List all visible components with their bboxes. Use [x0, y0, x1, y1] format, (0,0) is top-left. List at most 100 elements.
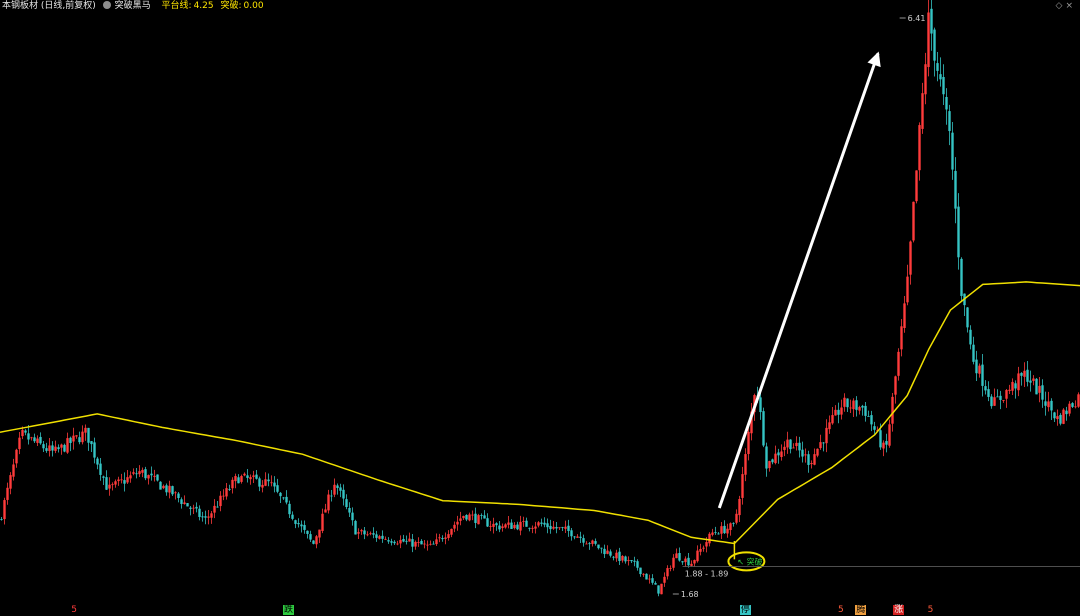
- candle-body: [48, 445, 51, 452]
- trend-arrow-head: [867, 51, 881, 68]
- breakout-label: 突破:: [220, 1, 242, 11]
- candle-body: [810, 463, 813, 465]
- candle-body: [648, 578, 651, 580]
- candle-body: [879, 430, 882, 448]
- candle-body: [612, 556, 615, 558]
- candle-body: [903, 303, 906, 328]
- candle-body: [111, 484, 114, 486]
- candle-body: [765, 446, 768, 469]
- candle-body: [828, 422, 831, 430]
- signal-badge[interactable]: 5: [927, 605, 934, 615]
- signal-badge[interactable]: 腾: [855, 605, 867, 615]
- candle-body: [675, 553, 678, 559]
- candle-body: [489, 525, 492, 527]
- candle-body: [738, 498, 741, 516]
- candle-body: [333, 484, 336, 495]
- candle-body: [492, 523, 495, 527]
- candle-body: [654, 583, 657, 585]
- candle-body: [312, 540, 315, 544]
- signal-badge[interactable]: 停: [739, 605, 751, 615]
- candle-body: [192, 507, 195, 509]
- candle-body: [708, 533, 711, 544]
- candle-body: [429, 543, 432, 545]
- diamond-icon[interactable]: ◇: [1055, 1, 1066, 11]
- candle-body: [378, 536, 381, 539]
- candle-body: [339, 487, 342, 491]
- candle-body: [24, 430, 27, 433]
- candle-body: [666, 568, 669, 577]
- close-icon[interactable]: ×: [1065, 1, 1076, 11]
- candle-body: [486, 518, 489, 527]
- candle-body: [1020, 372, 1023, 376]
- candle-body: [276, 485, 279, 492]
- signal-badge[interactable]: 跌: [282, 605, 294, 615]
- candle-body: [582, 538, 585, 543]
- indicator-settings-icon[interactable]: [102, 1, 111, 9]
- candle-body: [42, 444, 45, 449]
- candle-body: [549, 525, 552, 530]
- candle-body: [555, 527, 558, 529]
- candle-body: [777, 452, 780, 456]
- candle-body: [282, 497, 285, 499]
- candle-body: [450, 528, 453, 535]
- candle-body: [1026, 369, 1029, 382]
- platform-line: [0, 281, 1080, 545]
- candle-body: [165, 485, 168, 493]
- candle-body: [465, 514, 468, 520]
- candle-body: [336, 485, 339, 488]
- candle-body: [720, 526, 723, 534]
- candle-body: [78, 437, 81, 443]
- candle-body: [849, 407, 852, 409]
- candle-body: [816, 448, 819, 456]
- candle-body: [642, 573, 645, 575]
- candle-body: [27, 433, 30, 440]
- candle-body: [663, 576, 666, 583]
- candle-body: [990, 396, 993, 407]
- candle-body: [696, 550, 699, 562]
- candle-body: [609, 551, 612, 556]
- candle-body: [384, 538, 387, 540]
- candle-body: [315, 536, 318, 545]
- candle-body: [291, 514, 294, 519]
- candle-body: [1008, 389, 1011, 391]
- candle-body: [300, 524, 303, 527]
- candle-body: [774, 453, 777, 464]
- candle-body: [129, 475, 132, 479]
- candle-body: [399, 539, 402, 544]
- indicator-label: 突破黑马: [114, 1, 151, 11]
- signal-badge[interactable]: 涨: [893, 605, 905, 615]
- candle-body: [627, 560, 630, 562]
- candle-body: [426, 544, 429, 546]
- candle-body: [501, 526, 504, 529]
- candle-body: [0, 519, 3, 520]
- candle-body: [1068, 403, 1071, 414]
- candle-body: [681, 561, 684, 563]
- candle-body: [759, 397, 762, 413]
- signal-badge[interactable]: 5: [838, 605, 844, 615]
- candle-body: [1059, 414, 1062, 424]
- stock-title[interactable]: 本钢板材 (日线,前复权): [2, 1, 96, 11]
- candle-body: [576, 536, 579, 538]
- candle-body: [411, 539, 414, 547]
- candle-body: [951, 132, 954, 170]
- candle-body: [468, 514, 471, 521]
- candle-body: [123, 480, 126, 484]
- candle-body: [726, 528, 729, 534]
- candle-body: [699, 549, 702, 552]
- candle-body: [99, 463, 102, 475]
- candle-body: [33, 437, 36, 442]
- candle-body: [210, 513, 213, 518]
- indicator-name[interactable]: 突破黑马: [102, 1, 155, 11]
- trend-arrow-shaft: [717, 52, 880, 509]
- candle-body: [1041, 385, 1044, 400]
- candle-body: [318, 529, 321, 538]
- candle-body: [6, 487, 9, 500]
- candle-body: [630, 560, 633, 562]
- candle-body: [144, 469, 147, 479]
- candle-body: [600, 547, 603, 549]
- candle-body: [1029, 380, 1032, 383]
- candle-body: [735, 513, 738, 523]
- signal-badge[interactable]: 5: [71, 605, 77, 615]
- candle-body: [894, 376, 897, 395]
